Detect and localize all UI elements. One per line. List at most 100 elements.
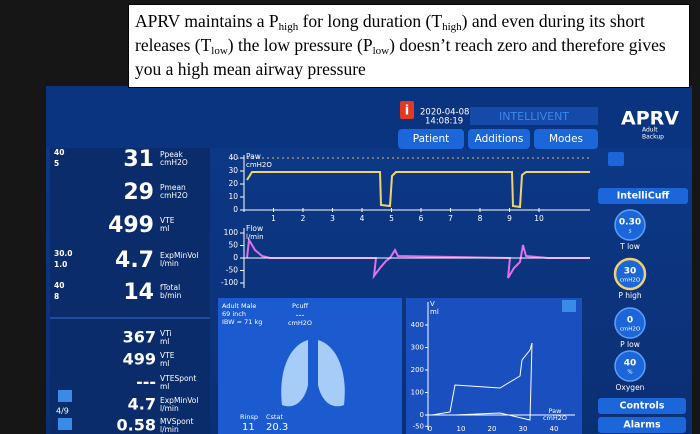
y-tick-label: 20 — [228, 179, 238, 188]
param-name: MVSpont — [160, 417, 193, 426]
param-value: 0.58 — [117, 416, 156, 434]
x-tick-label: 0 — [428, 425, 432, 433]
control-name: T low — [619, 242, 640, 251]
caption-text: for long duration (T — [298, 11, 443, 31]
control-knob[interactable] — [613, 257, 647, 291]
indicator-box — [470, 107, 598, 125]
mode-sub: Adult — [642, 127, 658, 134]
tab[interactable] — [398, 129, 464, 149]
param-name: ExpMinVol — [160, 396, 198, 405]
caption-text: APRV maintains a P — [135, 11, 279, 31]
control-value: 0.30 — [619, 218, 641, 228]
cstat-value: 20.3 — [266, 422, 288, 433]
param-unit: b/min — [160, 291, 182, 300]
caption-text: ) the low pressure (P — [227, 35, 373, 55]
y-tick-label: 30 — [228, 166, 238, 175]
param-unit: ml — [160, 382, 169, 391]
info-icon[interactable] — [400, 101, 414, 119]
scroll-down[interactable] — [58, 418, 72, 430]
control-value: 40 — [624, 359, 637, 369]
limit: 40 — [54, 281, 64, 290]
tab-label: Patient — [413, 133, 450, 145]
y-tick-label: 0 — [233, 205, 238, 214]
caption: APRV maintains a Phigh for long duration… — [128, 4, 690, 88]
param-name: VTi — [160, 329, 172, 338]
control-unit: s — [629, 229, 632, 235]
param-value: 31 — [123, 147, 154, 172]
control-knob[interactable] — [614, 209, 646, 241]
y-tick-label: 0 — [233, 253, 238, 262]
y-tick-label: 50 — [228, 241, 238, 250]
loop-btn[interactable] — [562, 300, 576, 312]
param-value: 29 — [123, 180, 154, 205]
button[interactable] — [598, 417, 686, 433]
param-name: Pmean — [160, 183, 186, 192]
control-name: P low — [620, 340, 640, 349]
paw-wave — [246, 171, 590, 209]
x-tick-label: 7 — [448, 214, 453, 223]
x-tick-label: 40 — [550, 425, 559, 433]
x-tick-label: 6 — [419, 214, 424, 223]
param-unit: ml — [160, 224, 169, 233]
control-value: 30 — [624, 267, 637, 277]
param-value: 14 — [123, 280, 154, 305]
control-knob[interactable] — [614, 350, 646, 382]
scroll-up[interactable] — [58, 390, 72, 402]
time: 14:08:19 — [425, 117, 463, 127]
y-tick-label: 0 — [420, 411, 424, 419]
loop-panel — [406, 298, 582, 434]
page-indicator: 4/9 — [56, 407, 69, 416]
y-tick-label: 100 — [224, 228, 239, 237]
axis-unit: l/min — [246, 233, 264, 241]
axis-unit: cmH2O — [246, 161, 272, 169]
patient-info: IBW = 71 kg — [222, 318, 262, 326]
control-unit: cmH2O — [620, 327, 641, 333]
mode-sub: Backup — [642, 134, 664, 141]
x-tick-label: 30 — [519, 425, 528, 433]
left-panel — [50, 148, 210, 434]
param-unit: cmH2O — [160, 158, 188, 167]
loop-xlabel: Paw — [549, 407, 563, 415]
rinsp-value: 11 — [242, 422, 255, 433]
freeze-btn[interactable] — [608, 152, 624, 166]
tab[interactable] — [468, 129, 530, 149]
control-value: 0 — [627, 316, 633, 326]
param-unit: cmH2O — [160, 191, 188, 200]
pcuff: Pcuff — [292, 302, 309, 310]
param-name: Ppeak — [160, 150, 183, 159]
x-tick-label: 4 — [360, 214, 365, 223]
y-tick-label: 40 — [228, 153, 238, 162]
loop-xlabel: cmH2O — [543, 414, 567, 422]
param-value: 499 — [123, 350, 156, 369]
tab[interactable] — [534, 129, 598, 149]
button[interactable] — [598, 398, 686, 414]
y-tick-label: 400 — [411, 321, 424, 329]
limit: 30.0 — [54, 249, 73, 258]
y-tick-label: -50 — [226, 266, 238, 275]
y-tick-label: 200 — [411, 366, 424, 374]
x-tick-label: 2 — [301, 214, 306, 223]
loop-ylabel: V — [430, 300, 435, 308]
param-value: --- — [136, 373, 156, 392]
cstat: Cstat — [266, 413, 283, 421]
axis-label: Paw — [246, 152, 261, 161]
y-tick-label: 10 — [228, 192, 238, 201]
x-tick-label: 5 — [389, 214, 394, 223]
limit: 1.0 — [54, 260, 67, 269]
limit: 5 — [54, 159, 59, 168]
param-value: 4.7 — [115, 248, 154, 273]
y-tick-label: 100 — [411, 389, 424, 397]
intellicuff-btn[interactable] — [598, 188, 688, 204]
control-knob[interactable] — [614, 307, 646, 339]
subscript: high — [278, 21, 299, 33]
y-tick-label: 300 — [411, 344, 424, 352]
param-unit: ml — [160, 359, 169, 368]
button-label: Controls — [620, 401, 665, 412]
param-unit: l/min — [160, 404, 179, 413]
pcuff-value: --- — [296, 311, 305, 320]
x-tick-label: 8 — [478, 214, 483, 223]
control-name: P high — [618, 291, 642, 300]
patient-info: Adult Male — [222, 302, 256, 310]
subscript: low — [211, 45, 228, 57]
